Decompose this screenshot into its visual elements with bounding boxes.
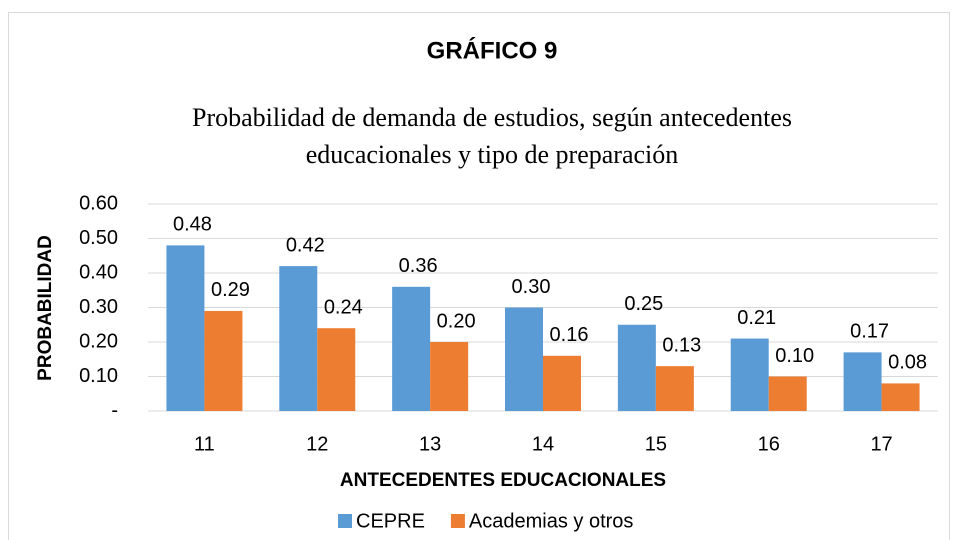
data-label: 0.17 [850, 321, 889, 343]
bar [655, 366, 694, 411]
bar [430, 342, 469, 411]
data-label: 0.30 [512, 276, 551, 298]
bar [204, 310, 243, 411]
x-axis-title: ANTECEDENTES EDUCACIONALES [340, 470, 666, 491]
y-tick-label: 0.10 [79, 365, 118, 387]
bar [392, 286, 431, 411]
bar [617, 324, 656, 411]
x-tick-label: 11 [194, 433, 215, 455]
data-label: 0.29 [211, 279, 250, 301]
bar [317, 328, 356, 411]
chart-subtitle: educacionales y tipo de preparación [306, 140, 679, 169]
bar [279, 266, 318, 411]
x-tick-label: 17 [870, 433, 892, 455]
bar [166, 245, 205, 411]
y-axis-title: PROBABILIDAD [35, 235, 56, 381]
y-tick-label: 0.20 [79, 330, 118, 352]
x-tick-label: 14 [532, 433, 554, 455]
data-label: 0.48 [173, 214, 212, 236]
data-label: 0.10 [775, 345, 814, 367]
x-tick-label: 16 [758, 433, 780, 455]
y-tick-label: 0.30 [79, 296, 118, 318]
x-tick-label: 12 [306, 433, 328, 455]
data-label: 0.24 [324, 296, 363, 318]
bar [843, 352, 882, 411]
y-tick-label: 0.40 [79, 261, 118, 283]
data-label: 0.16 [550, 324, 589, 346]
bar [543, 355, 581, 411]
chart-subtitle: Probabilidad de demanda de estudios, seg… [192, 103, 792, 132]
chart-title: GRÁFICO 9 [427, 36, 558, 64]
y-tick-label: 0.50 [79, 227, 118, 249]
data-label: 0.25 [624, 293, 663, 315]
y-tick-label: 0.60 [79, 192, 118, 214]
data-label: 0.08 [888, 352, 927, 374]
bar [881, 383, 920, 411]
legend-swatch [450, 514, 465, 528]
x-tick-label: 15 [645, 433, 667, 455]
legend-label: CEPRE [356, 510, 425, 532]
chart-border [8, 12, 950, 540]
data-label: 0.21 [737, 307, 776, 329]
data-label: 0.13 [662, 334, 701, 356]
y-tick-label: - [111, 399, 118, 421]
data-label: 0.36 [399, 255, 438, 277]
bar [505, 307, 543, 411]
bar [768, 376, 807, 411]
data-label: 0.42 [286, 234, 325, 256]
x-tick-label: 13 [419, 433, 441, 455]
data-label: 0.20 [437, 310, 476, 332]
legend-label: Academias y otros [469, 510, 634, 532]
bar [730, 338, 769, 411]
legend-swatch [338, 514, 352, 528]
